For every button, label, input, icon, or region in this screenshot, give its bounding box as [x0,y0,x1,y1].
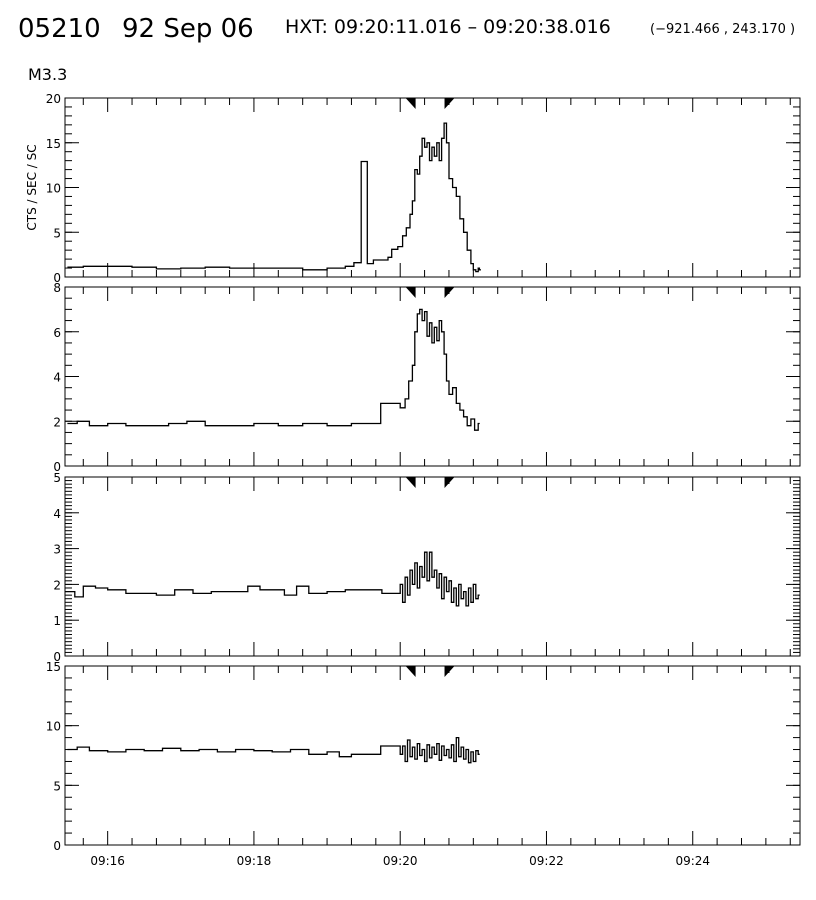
hxt-interval-marker [444,287,455,298]
y-tick-label: 1 [53,614,61,628]
x-tick-label: 09:16 [90,854,125,868]
panel-1: 0 5 10 15 20 CTS / SEC / SC [25,92,801,285]
hxt-interval-marker [405,666,416,677]
event-id: 05210 [18,14,101,44]
y-tick-label: 0 [53,271,61,285]
x-tick-label: 09:20 [383,854,418,868]
y-tick-label: 4 [53,507,61,521]
plot-frame [64,665,801,846]
y-tick-label: 10 [46,720,61,734]
panel-3: 0 1 2 3 4 5 [53,471,801,664]
flare-position: (−921.466 , 243.170 ) [650,22,795,37]
y-tick-label: 2 [53,578,61,592]
panel-4: 0 5 10 15 09:16 09:18 09:20 09:22 09:24 [46,660,801,868]
y-tick-label: 10 [46,182,61,196]
y-tick-label: 5 [53,779,61,793]
x-tick-label: 09:22 [529,854,564,868]
y-tick-label: 5 [53,226,61,240]
y-tick-label: 6 [53,326,61,340]
lightcurve-series [67,122,481,273]
goes-class: M3.3 [28,65,67,84]
hxt-interval-marker [405,477,416,488]
plot-frame [64,97,801,278]
hxt-interval-marker [444,666,455,677]
hxt-interval-marker [444,98,455,109]
x-tick-label: 09:24 [675,854,710,868]
plot-frame [64,286,801,467]
y-tick-label: 15 [46,137,61,151]
y-tick-label: 0 [53,839,61,853]
hxt-interval-marker [444,477,455,488]
y-tick-label: 4 [53,371,61,385]
y-tick-label: 2 [53,415,61,429]
y-tick-label: 0 [53,460,61,474]
lightcurve-series [67,308,480,431]
lightcurve-series [65,551,480,607]
hxt-time-range: HXT: 09:20:11.016 – 09:20:38.016 [285,16,611,38]
y-tick-label: 0 [53,650,61,664]
y-tick-label: 15 [46,660,61,674]
lightcurve-series [67,736,480,764]
x-tick-label: 09:18 [237,854,272,868]
y-tick-label: 3 [53,543,61,557]
panel-2: 0 2 4 6 8 [53,281,801,474]
hxt-interval-marker [405,287,416,298]
event-date: 92 Sep 06 [122,14,254,44]
y-tick-label: 20 [46,92,61,106]
hxt-interval-marker [405,98,416,109]
y-tick-label: 8 [53,281,61,295]
y-axis-label: CTS / SEC / SC [25,144,39,230]
y-tick-label: 5 [53,471,61,485]
